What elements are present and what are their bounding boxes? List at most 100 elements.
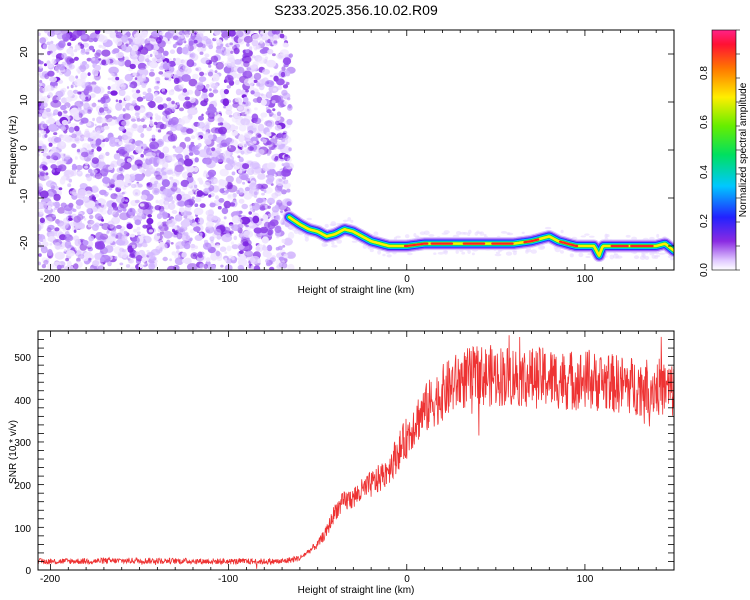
noise-speckle bbox=[260, 218, 264, 222]
noise-speckle bbox=[82, 107, 89, 114]
noise-speckle bbox=[240, 150, 245, 155]
noise-speckle bbox=[94, 193, 100, 198]
noise-speckle bbox=[164, 108, 173, 115]
noise-speckle bbox=[198, 149, 209, 158]
noise-speckle bbox=[207, 264, 216, 270]
noise-speckle bbox=[129, 233, 136, 238]
noise-speckle bbox=[216, 45, 222, 50]
noise-speckle bbox=[97, 244, 102, 249]
noise-speckle bbox=[272, 87, 277, 92]
noise-speckle bbox=[103, 191, 109, 196]
noise-speckle bbox=[186, 59, 195, 68]
noise-speckle bbox=[59, 89, 65, 97]
noise-speckle bbox=[142, 143, 147, 149]
noise-speckle bbox=[233, 47, 240, 55]
noise-speckle bbox=[110, 90, 118, 96]
noise-speckle bbox=[71, 166, 77, 171]
ridge-halo-speckle bbox=[505, 251, 513, 256]
noise-speckle bbox=[91, 185, 99, 193]
ridge-halo-speckle bbox=[467, 232, 471, 237]
noise-speckle bbox=[67, 42, 72, 47]
noise-speckle bbox=[61, 52, 67, 59]
ridge-hot-segment-5 bbox=[558, 240, 579, 248]
noise-speckle bbox=[85, 162, 89, 166]
noise-speckle bbox=[262, 214, 269, 221]
noise-speckle bbox=[226, 245, 232, 252]
noise-speckle bbox=[88, 267, 95, 270]
noise-speckle bbox=[186, 175, 194, 183]
noise-speckle bbox=[204, 138, 212, 145]
ridge-halo-speckle bbox=[423, 230, 430, 236]
noise-speckle bbox=[238, 214, 242, 218]
noise-speckle bbox=[265, 178, 274, 185]
noise-speckle bbox=[148, 71, 155, 77]
noise-speckle bbox=[198, 115, 204, 121]
noise-speckle bbox=[94, 123, 97, 127]
noise-speckle bbox=[85, 51, 90, 55]
noise-speckle bbox=[193, 207, 204, 216]
noise-speckle bbox=[215, 195, 219, 200]
noise-speckle bbox=[106, 117, 118, 126]
noise-speckle bbox=[98, 206, 103, 211]
noise-speckle bbox=[241, 203, 248, 210]
noise-speckle bbox=[260, 78, 266, 84]
noise-speckle bbox=[136, 226, 141, 231]
noise-speckle bbox=[287, 263, 295, 270]
noise-speckle bbox=[208, 194, 212, 198]
noise-speckle bbox=[259, 39, 264, 44]
ridge-halo-speckle bbox=[452, 234, 460, 238]
colorbar-tick-0.4: 0.4 bbox=[699, 165, 710, 179]
noise-speckle bbox=[38, 142, 43, 147]
noise-speckle bbox=[245, 49, 250, 53]
noise-speckle bbox=[141, 74, 146, 79]
noise-speckle bbox=[123, 84, 126, 88]
noise-speckle bbox=[209, 236, 215, 242]
noise-speckle bbox=[117, 52, 124, 59]
noise-speckle bbox=[257, 258, 262, 264]
noise-speckle bbox=[194, 245, 198, 250]
spectrogram-noise bbox=[38, 30, 296, 270]
noise-speckle bbox=[79, 183, 88, 190]
noise-speckle bbox=[281, 66, 286, 71]
noise-speckle bbox=[145, 65, 149, 69]
noise-speckle bbox=[94, 252, 102, 260]
noise-speckle bbox=[276, 111, 282, 117]
noise-speckle bbox=[227, 54, 235, 62]
noise-speckle bbox=[71, 143, 77, 148]
noise-speckle bbox=[228, 145, 231, 149]
noise-speckle bbox=[168, 202, 176, 210]
noise-speckle bbox=[107, 90, 111, 95]
noise-speckle bbox=[91, 157, 99, 165]
noise-speckle bbox=[283, 42, 289, 48]
noise-speckle bbox=[93, 37, 98, 43]
noise-speckle bbox=[162, 50, 169, 56]
noise-speckle bbox=[140, 194, 148, 200]
noise-speckle bbox=[215, 48, 222, 54]
noise-speckle bbox=[163, 71, 174, 79]
noise-speckle bbox=[139, 167, 144, 173]
noise-speckle bbox=[250, 265, 255, 270]
noise-speckle bbox=[181, 240, 189, 247]
noise-speckle bbox=[210, 239, 214, 243]
noise-speckle bbox=[137, 68, 149, 77]
noise-speckle bbox=[134, 199, 140, 204]
noise-speckle bbox=[88, 235, 95, 242]
ridge-halo-speckle bbox=[654, 255, 659, 259]
noise-speckle bbox=[124, 59, 132, 68]
noise-speckle bbox=[129, 253, 135, 258]
noise-speckle bbox=[214, 70, 218, 74]
noise-speckle bbox=[100, 111, 106, 116]
noise-speckle bbox=[54, 242, 61, 250]
noise-speckle bbox=[65, 257, 69, 262]
noise-speckle bbox=[287, 104, 292, 109]
colorbar-ticks bbox=[736, 29, 740, 271]
noise-speckle bbox=[274, 156, 279, 161]
ridge-halo-speckle bbox=[633, 255, 640, 260]
noise-speckle bbox=[187, 107, 198, 116]
noise-speckle bbox=[269, 257, 276, 263]
noise-speckle bbox=[251, 33, 262, 41]
noise-speckle bbox=[237, 66, 245, 74]
noise-speckle bbox=[278, 256, 285, 261]
noise-speckle bbox=[80, 75, 86, 80]
noise-speckle bbox=[40, 171, 45, 176]
